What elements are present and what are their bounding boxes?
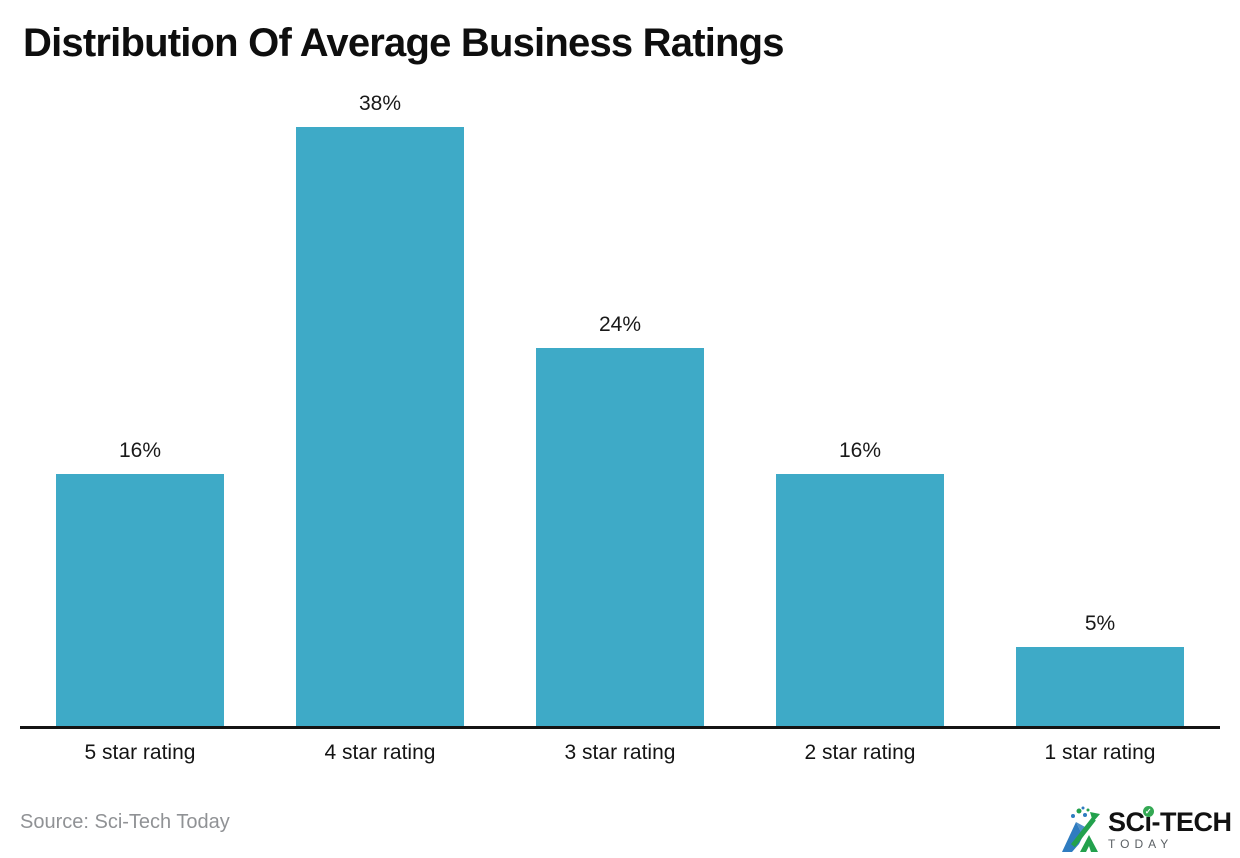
logo-wordmark: SCi ✓ -TECH [1108,806,1232,837]
chart-title: Distribution Of Average Business Ratings [23,21,785,65]
bar [56,474,224,726]
x-axis-tick-label: 5 star rating [84,741,196,764]
bar-value-label: 24% [598,313,642,336]
bar-value-label: 16% [118,439,162,462]
bar-value-label: 16% [838,439,882,462]
bar [776,474,944,726]
x-axis-tick-label: 2 star rating [804,741,916,764]
x-axis-line [20,726,1220,729]
x-axis-tick-label: 4 star rating [324,741,436,764]
bar-value-label: 38% [358,92,402,115]
bar [1016,647,1184,726]
logo-tagline: TODAY [1108,837,1174,851]
source-note: Source: Sci-Tech Today [20,811,230,833]
bar-value-label: 5% [1084,612,1116,635]
bar [536,348,704,726]
scitech-logo-icon [1062,806,1100,852]
bar [296,127,464,726]
x-axis-tick-label: 1 star rating [1044,741,1156,764]
x-axis-tick-label: 3 star rating [564,741,676,764]
check-icon: ✓ [1142,806,1154,817]
scitech-logo: SCi ✓ -TECH TODAY [1060,804,1232,856]
